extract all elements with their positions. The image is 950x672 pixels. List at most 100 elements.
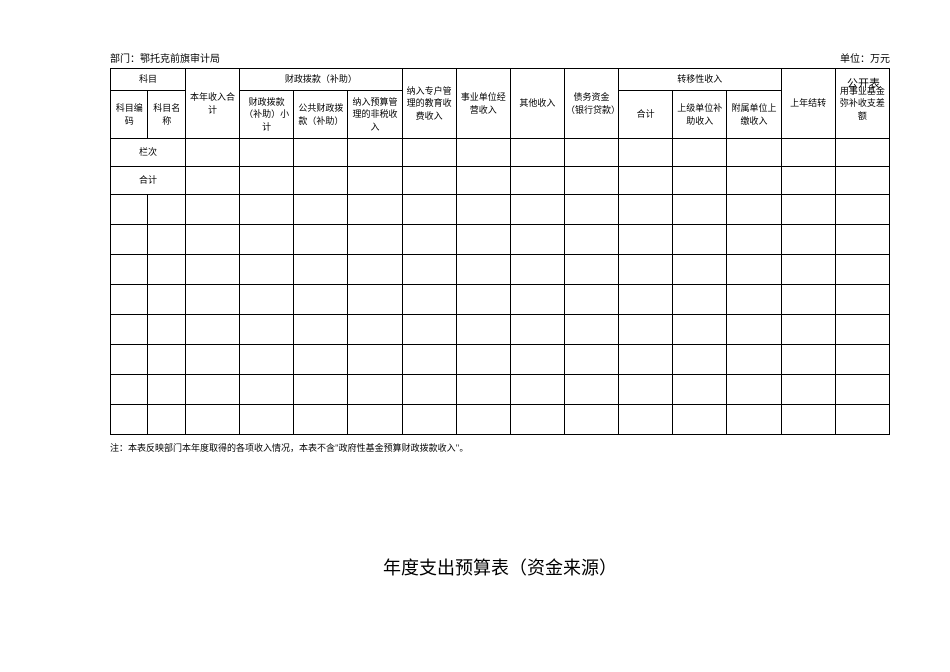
table-cell: [564, 375, 618, 405]
table-cell: [148, 225, 185, 255]
table-cell: [727, 255, 781, 285]
table-cell: [510, 345, 564, 375]
department-label: 部门：鄂托克前旗审计局: [110, 50, 220, 65]
table-cell: [456, 315, 510, 345]
table-cell: [835, 345, 889, 375]
table-cell: [673, 345, 727, 375]
table-cell: [348, 139, 402, 167]
table-cell: [619, 139, 673, 167]
table-cell: [673, 167, 727, 195]
table-cell: [111, 255, 148, 285]
table-cell: [348, 195, 402, 225]
table-cell: [111, 345, 148, 375]
table-cell: [510, 255, 564, 285]
table-cell: [294, 315, 348, 345]
table-cell: [185, 405, 239, 435]
table-cell: [456, 139, 510, 167]
table-cell: [835, 255, 889, 285]
table-cell: [564, 167, 618, 195]
table-cell: [294, 139, 348, 167]
col-affiliated-payment: 附属单位上缴收入: [727, 91, 781, 139]
table-cell: [294, 225, 348, 255]
table-cell: [348, 345, 402, 375]
table-cell: [510, 405, 564, 435]
col-public-fiscal: 公共财政拨款（补助）: [294, 91, 348, 139]
table-cell: [240, 225, 294, 255]
table-cell: [781, 195, 835, 225]
table-cell: [240, 375, 294, 405]
table-cell: [185, 195, 239, 225]
table-cell: [185, 375, 239, 405]
table-cell: [348, 315, 402, 345]
col-fiscal-allocation-sub: 财政拨款（补助）小计: [240, 91, 294, 139]
table-cell: [294, 345, 348, 375]
table-cell: [510, 315, 564, 345]
table-cell: [348, 225, 402, 255]
table-row: [111, 315, 890, 345]
table-cell: [185, 285, 239, 315]
table-cell: [185, 345, 239, 375]
table-cell: [148, 345, 185, 375]
table-cell: [148, 195, 185, 225]
table-cell: [402, 375, 456, 405]
table-cell: [185, 139, 239, 167]
table-cell: [456, 195, 510, 225]
table-cell: [111, 285, 148, 315]
table-cell: [781, 255, 835, 285]
table-cell: [402, 167, 456, 195]
page-container: 部门：鄂托克前旗审计局 单位：万元 科目 本年收入合计 财政拨款（补助） 纳入专…: [0, 0, 950, 600]
table-cell: [564, 139, 618, 167]
table-cell: [564, 315, 618, 345]
table-cell: [294, 375, 348, 405]
table-cell: [673, 375, 727, 405]
table-cell: [402, 345, 456, 375]
table-cell: [294, 195, 348, 225]
table-cell: [673, 139, 727, 167]
table-cell: [294, 285, 348, 315]
page-title: 年度支出预算表（资金来源）: [110, 554, 890, 580]
table-cell: [673, 405, 727, 435]
table-cell: [619, 195, 673, 225]
table-cell: [564, 405, 618, 435]
table-cell: [727, 345, 781, 375]
table-cell: [727, 167, 781, 195]
table-cell: [294, 255, 348, 285]
table-cell: [564, 225, 618, 255]
table-cell: [673, 225, 727, 255]
table-cell: [835, 405, 889, 435]
table-row: [111, 255, 890, 285]
budget-table: 科目 本年收入合计 财政拨款（补助） 纳入专户管理的教育收费收入 事业单位经营收…: [110, 68, 890, 435]
table-cell: [673, 255, 727, 285]
table-cell: [240, 405, 294, 435]
table-cell: [510, 285, 564, 315]
table-cell: [727, 195, 781, 225]
table-cell: [348, 255, 402, 285]
table-cell: [402, 255, 456, 285]
table-cell: [456, 255, 510, 285]
table-cell: [111, 315, 148, 345]
col-transfer-subtotal: 合计: [619, 91, 673, 139]
table-cell: [835, 167, 889, 195]
col-fiscal-allocation: 财政拨款（补助）: [240, 69, 402, 91]
table-cell: [619, 225, 673, 255]
table-cell: [148, 285, 185, 315]
table-cell: [619, 315, 673, 345]
table-cell: [348, 285, 402, 315]
table-cell: [402, 405, 456, 435]
table-cell: [148, 315, 185, 345]
table-cell: [619, 345, 673, 375]
table-cell: [240, 195, 294, 225]
table-cell: [185, 225, 239, 255]
col-prev-year-carryover: 上年结转: [781, 69, 835, 139]
table-cell: [781, 167, 835, 195]
table-cell: [111, 195, 148, 225]
col-debt-funds: 债务资金（银行贷款）: [564, 69, 618, 139]
table-row: [111, 195, 890, 225]
table-cell: [727, 285, 781, 315]
table-cell: [456, 285, 510, 315]
table-cell: [564, 255, 618, 285]
table-cell: [781, 285, 835, 315]
table-cell: [456, 405, 510, 435]
table-cell: [348, 375, 402, 405]
table-cell: [294, 405, 348, 435]
